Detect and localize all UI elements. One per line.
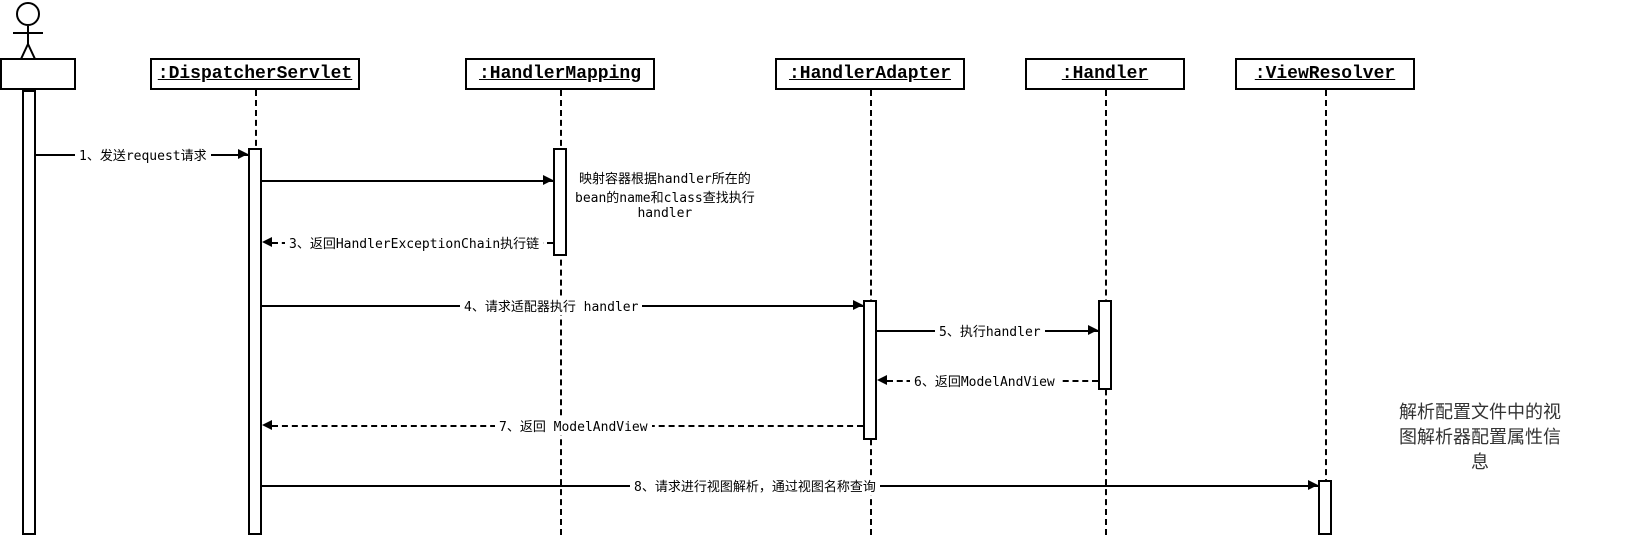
msg-6-arrow — [877, 375, 887, 385]
lifeline-label: :Handler — [1062, 64, 1148, 84]
actor-box — [0, 58, 76, 90]
actor-arms — [13, 32, 43, 34]
activation-mapping — [553, 148, 567, 256]
actor-head — [16, 2, 40, 26]
msg-5-label: 5、执行handler — [935, 321, 1045, 340]
msg-5-arrow — [1088, 325, 1098, 335]
activation-dispatcher — [248, 148, 262, 535]
msg-8-label: 8、请求进行视图解析，通过视图名称查询 — [630, 476, 880, 495]
msg-1-label: 1、发送request请求 — [75, 145, 211, 164]
msg-4-label: 4、请求适配器执行 handler — [460, 296, 642, 315]
msg-7-label: 7、返回 ModelAndView — [495, 416, 652, 435]
lifeline-dash-resolver — [1325, 90, 1327, 535]
side-note-line-3: 息 — [1345, 450, 1615, 475]
lifeline-dispatcher-servlet: :DispatcherServlet — [150, 58, 360, 90]
side-note-view-resolver: 解析配置文件中的视 图解析器配置属性信 息 — [1345, 400, 1615, 476]
lifeline-label: :HandlerAdapter — [789, 64, 951, 84]
lifeline-handler-mapping: :HandlerMapping — [465, 58, 655, 90]
side-note-line-1: 解析配置文件中的视 — [1345, 400, 1615, 425]
msg-2-arrow — [543, 175, 553, 185]
activation-actor — [22, 90, 36, 535]
msg-2-note-line-3: handler — [575, 206, 755, 221]
msg-2-line — [262, 180, 553, 182]
activation-resolver — [1318, 480, 1332, 535]
activation-handler — [1098, 300, 1112, 390]
lifeline-label: :DispatcherServlet — [158, 64, 352, 84]
side-note-line-2: 图解析器配置属性信 — [1345, 425, 1615, 450]
msg-2-note-line-1: 映射容器根据handler所在的 — [575, 168, 755, 187]
lifeline-handler-adapter: :HandlerAdapter — [775, 58, 965, 90]
msg-2-note-line-2: bean的name和class查找执行 — [575, 187, 755, 206]
lifeline-view-resolver: :ViewResolver — [1235, 58, 1415, 90]
sequence-diagram: :DispatcherServlet :HandlerMapping :Hand… — [0, 0, 1627, 535]
activation-adapter — [863, 300, 877, 440]
lifeline-handler: :Handler — [1025, 58, 1185, 90]
lifeline-label: :ViewResolver — [1255, 64, 1395, 84]
msg-4-arrow — [853, 300, 863, 310]
msg-8-arrow — [1308, 480, 1318, 490]
msg-3-label: 3、返回HandlerExceptionChain执行链 — [285, 233, 543, 252]
msg-1-arrow — [238, 149, 248, 159]
msg-6-label: 6、返回ModelAndView — [910, 371, 1059, 390]
msg-7-arrow — [262, 420, 272, 430]
msg-2-note: 映射容器根据handler所在的 bean的name和class查找执行 han… — [575, 168, 755, 221]
lifeline-label: :HandlerMapping — [479, 64, 641, 84]
msg-3-arrow — [262, 237, 272, 247]
